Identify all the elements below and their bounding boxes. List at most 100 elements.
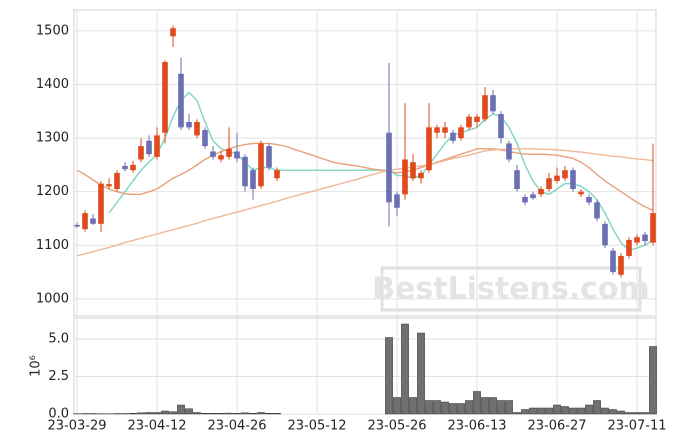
volume-bar bbox=[545, 407, 553, 415]
volume-bar bbox=[257, 412, 265, 415]
candle-body bbox=[234, 151, 240, 159]
candle-body bbox=[434, 127, 440, 133]
volume-bar bbox=[241, 412, 249, 415]
plot-layer: 1000 1100 1200 1300 1400 1500 0.0 2.5 5.0 10⁶ 23-0… bbox=[29, 9, 667, 434]
volume-bar bbox=[473, 391, 481, 415]
volume-bar bbox=[417, 332, 425, 415]
volume-bar bbox=[425, 400, 433, 415]
volume-bar bbox=[249, 413, 257, 415]
candle-body bbox=[474, 116, 480, 123]
candle-body bbox=[514, 170, 520, 189]
candle-body bbox=[538, 188, 544, 195]
candle-body bbox=[490, 95, 496, 112]
volume-bar bbox=[585, 404, 593, 415]
candle-body bbox=[122, 165, 128, 170]
volume-bar bbox=[209, 413, 217, 415]
candle-body bbox=[634, 237, 640, 243]
watermark-box bbox=[380, 266, 642, 312]
candle-body bbox=[594, 202, 600, 219]
candle-body bbox=[554, 175, 560, 181]
volume-bar bbox=[529, 407, 537, 415]
volume-bar bbox=[225, 412, 233, 415]
x-tick-label: 23-04-12 bbox=[127, 419, 186, 434]
candle-body bbox=[386, 132, 392, 203]
candle-body bbox=[154, 135, 160, 157]
volume-bar bbox=[449, 403, 457, 415]
candle-body bbox=[570, 170, 576, 189]
candle-body bbox=[178, 73, 184, 128]
candle-body bbox=[394, 194, 400, 208]
volume-bar bbox=[161, 410, 169, 415]
volume-bar bbox=[625, 412, 633, 415]
candle-body bbox=[626, 239, 632, 256]
candle-body bbox=[610, 250, 616, 273]
y-tick-label: 2.5 bbox=[48, 369, 69, 384]
x-tick-label: 23-04-26 bbox=[207, 419, 266, 434]
volume-panel bbox=[73, 317, 657, 415]
candle-body bbox=[450, 132, 456, 141]
candle-body bbox=[562, 170, 568, 179]
candle-body bbox=[546, 178, 552, 189]
y-tick-label: 1400 bbox=[36, 77, 69, 92]
candle-body bbox=[578, 191, 584, 195]
volume-bar bbox=[577, 407, 585, 415]
volume-bar bbox=[489, 397, 497, 415]
candle-body bbox=[530, 194, 536, 199]
y-tick-label: 1000 bbox=[36, 291, 69, 306]
y-tick-label: 1300 bbox=[36, 131, 69, 146]
candle-body bbox=[466, 116, 472, 128]
volume-bar bbox=[385, 337, 393, 415]
candle-body bbox=[82, 213, 88, 230]
volume-bar bbox=[273, 413, 281, 415]
volume-bar bbox=[593, 400, 601, 415]
y-tick-label: 1100 bbox=[36, 238, 69, 253]
moving-average-line bbox=[76, 148, 654, 257]
candle-body bbox=[98, 183, 104, 224]
volume-bar bbox=[409, 397, 417, 415]
candle-body bbox=[218, 155, 224, 160]
candle-body bbox=[146, 140, 152, 155]
volume-bar bbox=[185, 408, 193, 415]
x-tick-label: 23-03-29 bbox=[47, 419, 106, 434]
candle-body bbox=[586, 197, 592, 203]
volume-bar bbox=[505, 400, 513, 415]
x-tick-label: 23-05-26 bbox=[367, 419, 426, 434]
volume-bar bbox=[481, 397, 489, 415]
volume-bar bbox=[137, 412, 145, 415]
candle-body bbox=[90, 218, 96, 224]
volume-bar bbox=[433, 400, 441, 415]
volume-bar bbox=[609, 409, 617, 415]
candle-body bbox=[186, 122, 192, 128]
candle-body bbox=[642, 234, 648, 241]
candle-body bbox=[106, 184, 112, 187]
x-tick-label: 23-07-11 bbox=[607, 419, 666, 434]
y-tick-label: 1200 bbox=[36, 184, 69, 199]
volume-bar bbox=[441, 401, 449, 415]
candle-body bbox=[130, 164, 136, 171]
volume-bar bbox=[649, 346, 657, 415]
candle-body bbox=[418, 172, 424, 179]
candle-body bbox=[162, 61, 168, 133]
candle-body bbox=[506, 143, 512, 160]
volume-bar bbox=[201, 413, 209, 415]
volume-bar bbox=[601, 407, 609, 415]
volume-bar bbox=[129, 413, 137, 415]
volume-bar bbox=[561, 406, 569, 415]
candle-body bbox=[426, 127, 432, 171]
volume-bar bbox=[401, 323, 409, 415]
volume-bar bbox=[633, 412, 641, 415]
volume-bar bbox=[393, 397, 401, 415]
candle-body bbox=[170, 28, 176, 37]
candle-body bbox=[258, 143, 264, 187]
candle-body bbox=[402, 159, 408, 195]
candle-body bbox=[194, 122, 200, 136]
candle-body bbox=[522, 197, 528, 203]
candle-body bbox=[138, 146, 144, 160]
volume-bar bbox=[145, 412, 153, 415]
volume-bar bbox=[497, 400, 505, 415]
candle-body bbox=[202, 130, 208, 147]
candle-body bbox=[498, 113, 504, 139]
y-tick-label: 1500 bbox=[36, 23, 69, 38]
x-tick-label: 23-06-13 bbox=[447, 419, 506, 434]
